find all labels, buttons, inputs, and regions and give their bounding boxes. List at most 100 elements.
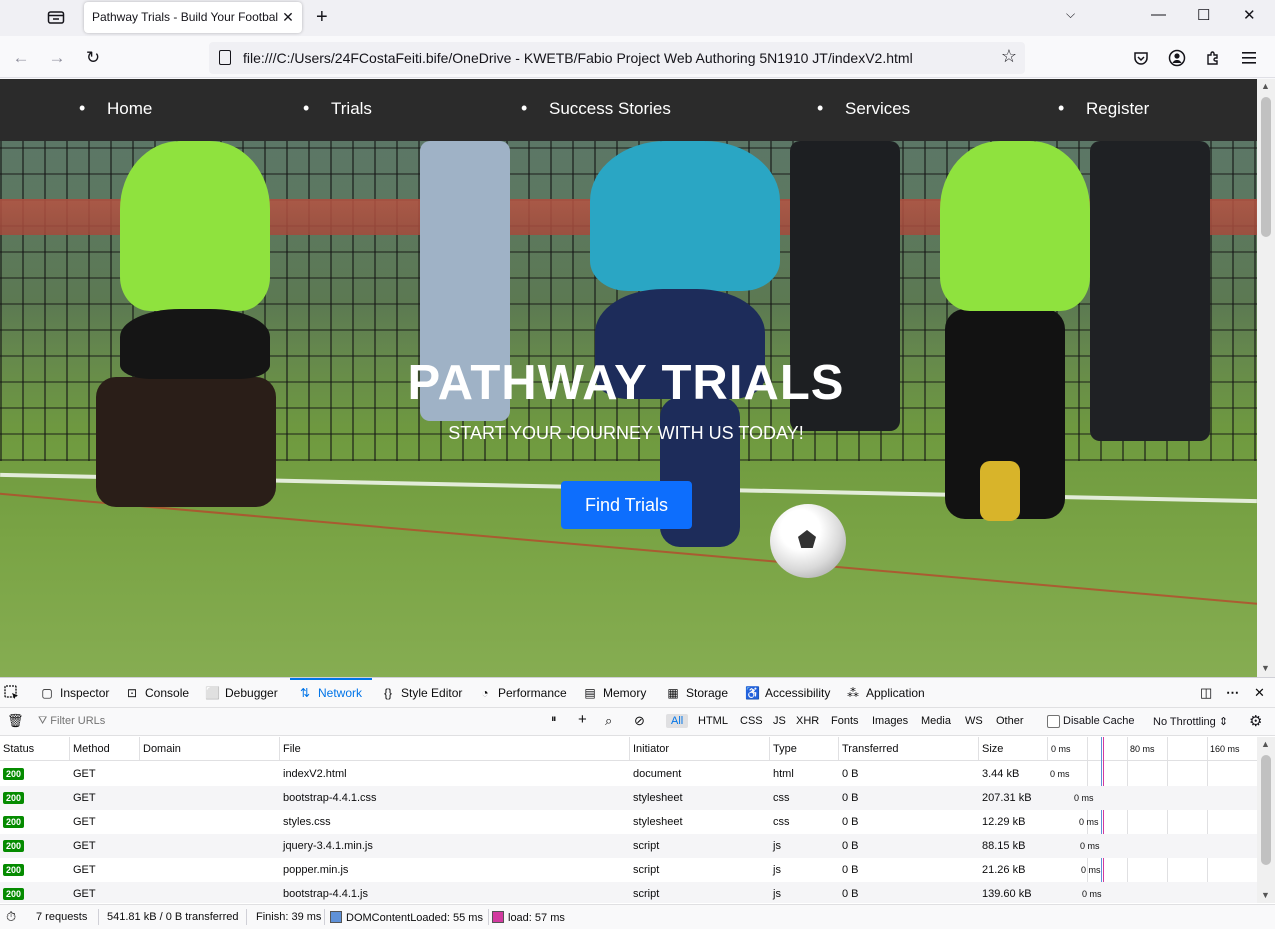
block-icon[interactable]: ⊘ <box>634 713 645 728</box>
more-options-icon[interactable]: ⋯ <box>1226 685 1239 700</box>
accessibility-icon: ♿ <box>745 686 760 700</box>
back-button[interactable]: ← <box>12 48 30 67</box>
close-window-button[interactable]: ✕ <box>1243 7 1256 24</box>
table-row[interactable]: 200 GET indexV2.html document html 0 B 3.44 kB… <box>0 762 1257 786</box>
column-size[interactable]: Size <box>978 737 1047 761</box>
request-type: js <box>773 888 781 900</box>
table-row[interactable]: 200 GET bootstrap-4.4.1.js script js 0 B 139.6… <box>0 882 1257 903</box>
column-file[interactable]: File <box>279 737 629 761</box>
search-icon[interactable]: ⌕ <box>605 713 613 728</box>
request-file: jquery-3.4.1.min.js <box>283 840 373 852</box>
tab-performance[interactable]: ◔ Performance <box>478 678 566 707</box>
minimize-button[interactable]: — <box>1151 6 1166 23</box>
request-method: GET <box>73 888 96 900</box>
url-bar[interactable]: file:///C:/Users/24FCostaFeiti.bife/OneD… <box>209 42 1025 74</box>
tab-application[interactable]: ⁂ Application <box>846 678 925 707</box>
browser-navigation-bar: ← → ↻ file:///C:/Users/24FCostaFeiti.bif… <box>0 38 1275 78</box>
column-method[interactable]: Method <box>69 737 139 761</box>
filter-html[interactable]: HTML <box>698 715 728 727</box>
reload-button[interactable]: ↻ <box>85 48 101 67</box>
request-size: 3.44 kB <box>982 768 1020 780</box>
pause-icon[interactable]: ⏸ <box>551 713 557 725</box>
column-transferred[interactable]: Transferred <box>838 737 978 761</box>
filter-icon: ⛛ <box>38 715 51 727</box>
find-trials-button[interactable]: Find Trials <box>561 481 692 529</box>
forward-button[interactable]: → <box>48 48 66 67</box>
request-size: 139.60 kB <box>982 888 1032 900</box>
nav-home-link[interactable]: Home <box>79 98 153 119</box>
nav-register-link[interactable]: Register <box>1058 98 1149 119</box>
filter-urls-input[interactable]: ⛛ Filter URLs <box>38 715 106 727</box>
page-scrollbar-thumb[interactable] <box>1261 97 1271 237</box>
timeline-label: 80 ms <box>1130 744 1155 754</box>
tab-style-editor[interactable]: {} Style Editor <box>381 678 462 707</box>
nav-trials-link[interactable]: Trials <box>303 98 372 119</box>
element-picker-icon[interactable] <box>4 685 20 701</box>
filter-ws[interactable]: WS <box>965 715 983 727</box>
request-timing: 0 ms <box>1082 889 1102 899</box>
browser-tab[interactable]: Pathway Trials - Build Your Football Fut… <box>84 2 302 33</box>
filter-css[interactable]: CSS <box>740 715 763 727</box>
column-timeline[interactable] <box>1047 737 1257 761</box>
request-file: indexV2.html <box>283 768 347 780</box>
tab-accessibility[interactable]: ♿ Accessibility <box>745 678 830 707</box>
column-initiator[interactable]: Initiator <box>629 737 769 761</box>
devtools-panel: ▢ Inspector ⊡ Console ⬜ Debugger ⇅ Network {… <box>0 677 1275 929</box>
close-devtools-icon[interactable]: ✕ <box>1254 685 1265 700</box>
firefox-view-icon[interactable] <box>46 8 66 26</box>
clear-requests-icon[interactable]: 🗑 <box>7 713 24 728</box>
throttling-select[interactable]: No Throttling ⇕ <box>1153 716 1229 728</box>
list-all-tabs-icon[interactable]: ⌵ <box>1066 7 1076 21</box>
table-row[interactable]: 200 GET jquery-3.4.1.min.js script js 0 B 88.1… <box>0 834 1257 858</box>
style-editor-icon: {} <box>383 686 392 700</box>
nav-success-stories-link[interactable]: Success Stories <box>521 98 671 119</box>
filter-all[interactable]: All <box>666 714 689 728</box>
gear-icon[interactable]: ⚙ <box>1249 713 1263 730</box>
nav-services-link[interactable]: Services <box>817 98 910 119</box>
network-summary-bar: ⏱ 7 requests 541.81 kB / 0 B transferred… <box>0 904 1275 929</box>
stopwatch-icon[interactable]: ⏱ <box>6 909 17 924</box>
column-domain[interactable]: Domain <box>139 737 279 761</box>
tab-network[interactable]: ⇅ Network <box>290 678 372 707</box>
filter-js[interactable]: JS <box>773 715 786 727</box>
request-status: 200 <box>0 786 69 810</box>
maximize-button[interactable]: ☐ <box>1197 7 1211 24</box>
table-row[interactable]: 200 GET bootstrap-4.4.1.css stylesheet css 0 … <box>0 786 1257 810</box>
extensions-icon[interactable] <box>1203 48 1223 68</box>
column-type[interactable]: Type <box>769 737 838 761</box>
tab-storage[interactable]: ▦ Storage <box>666 678 728 707</box>
disable-cache-checkbox[interactable] <box>1047 715 1060 728</box>
tab-console[interactable]: ⊡ Console <box>125 678 189 707</box>
request-size: 88.15 kB <box>982 840 1026 852</box>
add-request-icon[interactable]: + <box>578 711 587 728</box>
table-row[interactable]: 200 GET popper.min.js script js 0 B 21.26 kB 0 … <box>0 858 1257 882</box>
page-scrollbar[interactable]: ▲ ▼ <box>1257 79 1275 677</box>
table-row[interactable]: 200 GET styles.css stylesheet css 0 B 12.29 kB… <box>0 810 1257 834</box>
dock-side-icon[interactable]: ◫ <box>1200 685 1213 700</box>
column-status[interactable]: Status <box>3 743 35 755</box>
request-timing: 0 ms <box>1079 817 1099 827</box>
url-text[interactable]: file:///C:/Users/24FCostaFeiti.bife/OneD… <box>243 50 913 66</box>
tab-inspector[interactable]: ▢ Inspector <box>40 678 109 707</box>
request-domain <box>140 858 279 882</box>
filter-other[interactable]: Other <box>996 715 1024 727</box>
filter-fonts[interactable]: Fonts <box>831 715 859 727</box>
filter-media[interactable]: Media <box>921 715 951 727</box>
tab-debugger[interactable]: ⬜ Debugger <box>205 678 278 707</box>
request-initiator: script <box>633 888 660 900</box>
hero-subtitle: START YOUR JOURNEY WITH US TODAY! <box>448 423 804 443</box>
filter-xhr[interactable]: XHR <box>796 715 820 727</box>
bookmark-star-icon[interactable]: ☆ <box>1000 46 1017 66</box>
debugger-icon: ⬜ <box>205 686 220 700</box>
devtools-tab-bar: ▢ Inspector ⊡ Console ⬜ Debugger ⇅ Network {… <box>0 678 1275 708</box>
tab-memory[interactable]: ▤ Memory <box>583 678 646 707</box>
menu-icon[interactable] <box>1239 48 1259 68</box>
requests-scrollbar[interactable]: ▲ ▼ <box>1257 737 1275 903</box>
close-tab-icon[interactable]: ✕ <box>282 9 294 25</box>
pocket-icon[interactable] <box>1131 48 1151 68</box>
filter-images[interactable]: Images <box>872 715 909 727</box>
account-icon[interactable] <box>1167 48 1187 68</box>
new-tab-button[interactable]: + <box>316 6 328 28</box>
request-type: js <box>773 840 781 852</box>
requests-scrollbar-thumb[interactable] <box>1261 755 1271 865</box>
